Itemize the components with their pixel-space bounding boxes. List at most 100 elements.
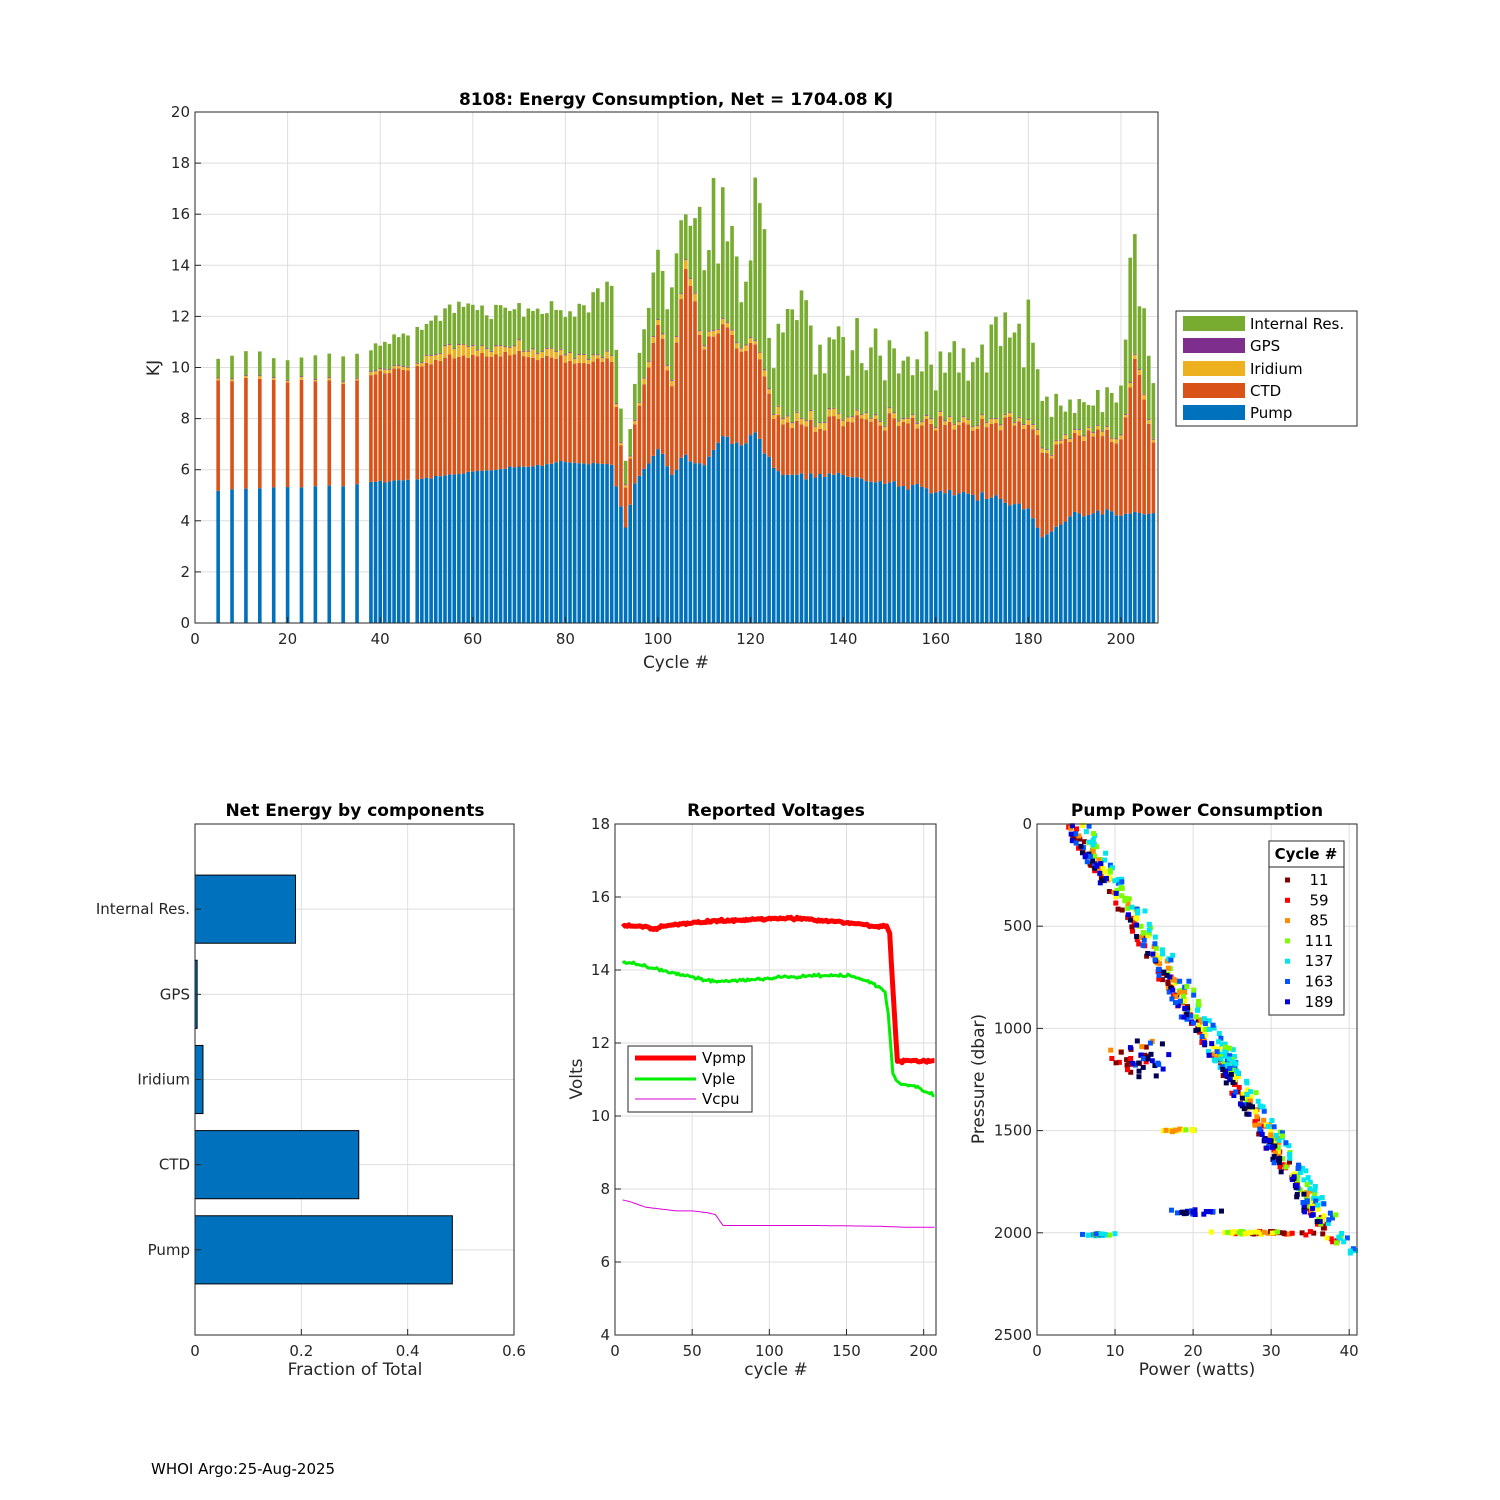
energy-bar-pump xyxy=(628,504,633,623)
energy-bar-pump xyxy=(1026,508,1031,623)
energy-bar-internal xyxy=(452,312,457,349)
voltages-axes-box xyxy=(614,823,937,1336)
energy-bar-iridium xyxy=(540,351,545,358)
pump-power-point xyxy=(1112,878,1118,884)
energy-bar-iridium xyxy=(656,319,660,325)
pump-power-point xyxy=(1225,1062,1231,1068)
energy-bar-pump xyxy=(883,483,887,623)
energy-bar-internal xyxy=(966,380,970,419)
energy-ticks: 0 20 40 60 80 100 120 140 160 180 200 0 2 4 6 8 10 12 14 16… xyxy=(171,103,1135,648)
energy-xtick-label: 180 xyxy=(1014,630,1043,648)
energy-bar-ctd xyxy=(378,371,382,481)
pump-power-point xyxy=(1127,917,1133,923)
pump-power-ytick-label: 2500 xyxy=(994,1326,1032,1344)
energy-bar-ctd xyxy=(1049,458,1054,532)
energy-bar-ctd xyxy=(660,338,665,454)
energy-bar-ctd xyxy=(392,368,396,481)
pump-power-point xyxy=(1103,875,1109,881)
pump-power-point xyxy=(1317,1219,1323,1225)
energy-bar-iridium xyxy=(595,355,600,359)
energy-bar-pump xyxy=(554,462,558,623)
pump-power-point xyxy=(1283,1140,1289,1146)
energy-bar-gps xyxy=(1109,437,1114,439)
energy-xtick-label: 40 xyxy=(371,630,390,648)
pump-power-point xyxy=(1270,1156,1276,1162)
pump-power-point xyxy=(1222,1041,1228,1047)
energy-bar-internal xyxy=(795,320,799,412)
energy-bar-ctd xyxy=(795,420,799,475)
energy-bar-internal xyxy=(1072,413,1077,430)
energy-bar-iridium xyxy=(216,378,220,381)
energy-bar-pump xyxy=(1091,513,1095,623)
energy-bar-iridium xyxy=(785,416,790,423)
energy-bar-pump xyxy=(484,470,489,623)
legend-label-internal: Internal Res. xyxy=(1250,315,1344,333)
pump-power-point xyxy=(1185,1006,1191,1012)
energy-bar-internal xyxy=(776,323,781,406)
pump-power-point xyxy=(1304,1198,1310,1204)
energy-bar-ctd xyxy=(957,425,961,494)
energy-bar-ctd xyxy=(489,356,494,471)
voltages-xlabel: cycle # xyxy=(744,1360,808,1380)
energy-bar-gps xyxy=(1021,424,1026,425)
energy-bar-internal xyxy=(313,355,318,380)
energy-bar-ctd xyxy=(577,363,582,464)
energy-bar-iridium xyxy=(665,365,670,371)
pump-power-point xyxy=(1124,1062,1130,1068)
pump-power-point xyxy=(1190,1127,1196,1133)
components-bar xyxy=(194,1130,360,1200)
energy-bar-iridium xyxy=(369,372,373,376)
pump-power-point xyxy=(1152,957,1158,963)
energy-bar-iridium xyxy=(758,352,762,360)
energy-bar-ctd xyxy=(822,430,827,477)
energy-bar-gps xyxy=(906,417,910,419)
pump-power-point xyxy=(1223,1080,1229,1086)
energy-bar-internal xyxy=(929,364,933,419)
pump-power-point xyxy=(1350,1246,1356,1252)
pump-power-point xyxy=(1143,1044,1149,1050)
energy-bar-gps xyxy=(758,351,762,353)
energy-bar-pump xyxy=(707,456,711,623)
energy-bar-internal xyxy=(508,310,512,347)
pump-power-point xyxy=(1177,978,1183,984)
voltages-legend: Vpmp Vple Vcpu xyxy=(627,1045,753,1113)
energy-bar-pump xyxy=(420,478,424,623)
energy-bar-pump xyxy=(614,486,619,623)
energy-bar-gps xyxy=(1063,433,1068,435)
energy-bar-gps xyxy=(748,337,753,339)
energy-bar-ctd xyxy=(836,418,841,473)
energy-bar-internal xyxy=(369,350,373,372)
pump-power-legend-label: 59 xyxy=(1309,891,1328,909)
pump-power-point xyxy=(1205,1049,1211,1055)
energy-bar-internal xyxy=(299,357,304,377)
energy-bar-gps xyxy=(595,354,600,356)
energy-bar-gps xyxy=(670,380,674,381)
pump-power-point xyxy=(1087,853,1093,859)
energy-bar-internal xyxy=(707,250,711,331)
pump-power-point xyxy=(1236,1084,1242,1090)
energy-bar-pump xyxy=(989,497,994,623)
energy-bar-gps xyxy=(563,354,568,356)
energy-bar-internal xyxy=(1133,234,1137,354)
energy-bar-ctd xyxy=(855,415,859,478)
energy-bar-internal xyxy=(883,380,887,426)
pump-power-point xyxy=(1192,1212,1198,1218)
energy-bar-iridium xyxy=(915,423,920,429)
energy-bar-iridium xyxy=(748,338,753,343)
pump-power-point xyxy=(1281,1230,1287,1236)
pump-power-point xyxy=(1160,951,1166,957)
energy-bar-internal xyxy=(216,358,220,378)
pump-power-point xyxy=(1253,1229,1259,1235)
energy-bar-ctd xyxy=(494,354,498,470)
energy-bar-ctd xyxy=(827,416,832,474)
pump-power-point xyxy=(1219,1064,1225,1070)
energy-bar-ctd xyxy=(1054,444,1058,527)
energy-bar-internal xyxy=(1031,342,1035,425)
energy-bar-iridium xyxy=(730,330,734,335)
pump-power-point xyxy=(1125,901,1131,907)
energy-bar-ctd xyxy=(424,362,429,478)
pump-power-point xyxy=(1232,1064,1238,1070)
energy-bar-gps xyxy=(512,345,517,347)
pump-power-point xyxy=(1244,1078,1250,1084)
energy-bar-pump xyxy=(1049,531,1054,623)
